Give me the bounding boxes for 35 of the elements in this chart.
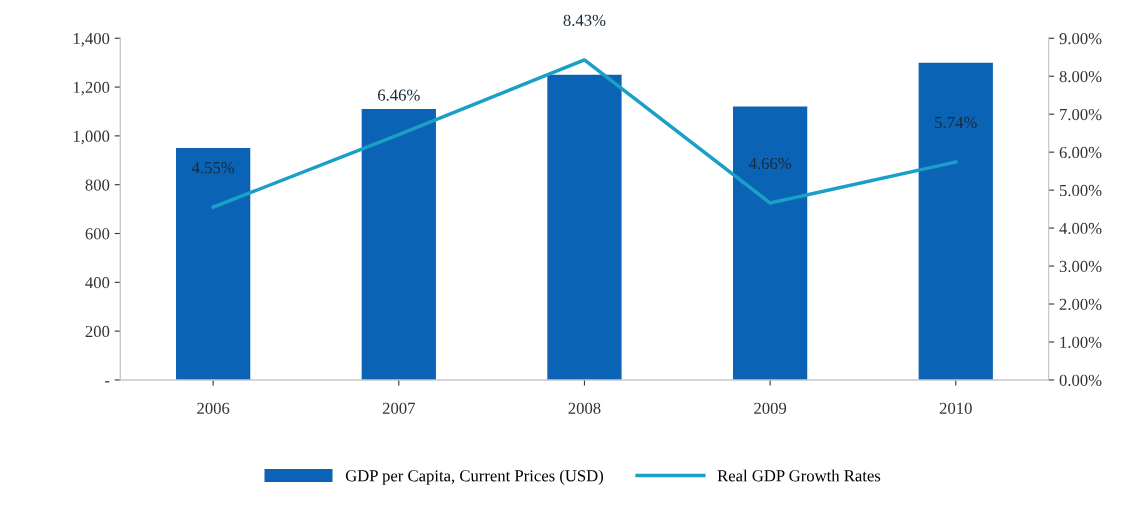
- y2-tick-label: 3.00%: [1059, 260, 1102, 273]
- y2-tick-label: 7.00%: [1060, 108, 1102, 121]
- data-label: 4.55%: [191, 162, 235, 174]
- y-tick-label: 200: [85, 325, 110, 338]
- bar: [361, 109, 436, 380]
- y2-tick-label: 6.00%: [1059, 146, 1102, 159]
- data-label: 8.43%: [563, 14, 606, 27]
- legend-label: Real GDP Growth Rates: [717, 469, 881, 482]
- bar: [547, 74, 622, 380]
- y-tick-label: 800: [85, 179, 110, 191]
- y-tick-label: 400: [85, 277, 110, 289]
- x-tick-label: 2006: [197, 402, 230, 414]
- y2-tick-label: 1.00%: [1060, 336, 1102, 348]
- bar: [732, 106, 808, 380]
- data-label: 5.74%: [935, 116, 977, 129]
- y2-tick-label: 4.00%: [1059, 222, 1102, 235]
- data-label: 4.66%: [748, 157, 792, 170]
- x-tick-label: 2009: [754, 402, 787, 414]
- x-tick-label: 2010: [939, 402, 972, 414]
- x-tick-label: 2007: [382, 402, 415, 414]
- legend-label: GDP per Capita, Current Prices (USD): [345, 469, 604, 485]
- bar: [918, 62, 993, 380]
- y-tick-label: 1,000: [73, 130, 110, 145]
- y2-tick-label: 9.00%: [1059, 32, 1102, 45]
- x-tick-label: 2008: [568, 402, 601, 414]
- y2-tick-label: 8.00%: [1059, 70, 1102, 83]
- y-tick-label: -: [104, 381, 110, 383]
- y-tick-label: 1,200: [73, 81, 110, 96]
- y2-tick-label: 2.00%: [1059, 298, 1102, 311]
- y-tick-label: 1,400: [73, 32, 110, 47]
- bar: [176, 148, 251, 380]
- y2-tick-label: 0.00%: [1059, 374, 1102, 386]
- y-tick-label: 600: [85, 228, 110, 240]
- y2-tick-label: 5.00%: [1059, 184, 1102, 197]
- data-label: 6.46%: [378, 89, 420, 101]
